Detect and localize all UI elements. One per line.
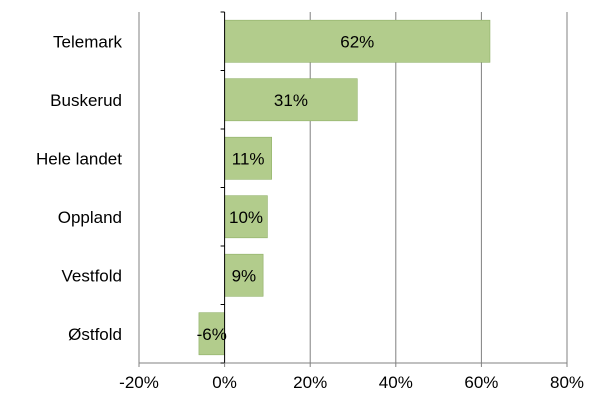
x-tick-label: 0% bbox=[212, 373, 237, 392]
category-label: Buskerud bbox=[50, 91, 122, 110]
axes bbox=[138, 11, 568, 367]
data-label: 9% bbox=[232, 266, 257, 285]
category-label: Vestfold bbox=[62, 266, 123, 285]
data-label: 11% bbox=[232, 149, 265, 168]
x-tick-label: 60% bbox=[464, 373, 498, 392]
x-tick-label: 80% bbox=[550, 373, 584, 392]
category-label: Østfold bbox=[68, 325, 122, 344]
data-label: 10% bbox=[229, 208, 263, 227]
gridlines bbox=[138, 12, 568, 363]
category-label: Hele landet bbox=[36, 149, 122, 168]
bar bbox=[224, 136, 272, 180]
bar bbox=[224, 19, 491, 63]
category-label: Oppland bbox=[58, 208, 122, 227]
x-tick-label: -20% bbox=[119, 373, 159, 392]
x-tick-label: 20% bbox=[293, 373, 327, 392]
category-label: Telemark bbox=[53, 32, 122, 51]
x-tick-label: 40% bbox=[379, 373, 413, 392]
labels: -20% 0% 20% 40% 60% 80% Telemark Buskerud Hele l… bbox=[36, 32, 584, 392]
bar bbox=[224, 195, 268, 239]
data-label: 31% bbox=[274, 91, 308, 110]
bars bbox=[198, 19, 491, 356]
data-label: 62% bbox=[340, 32, 374, 51]
bar bbox=[224, 253, 264, 297]
data-label: -6% bbox=[197, 325, 227, 344]
